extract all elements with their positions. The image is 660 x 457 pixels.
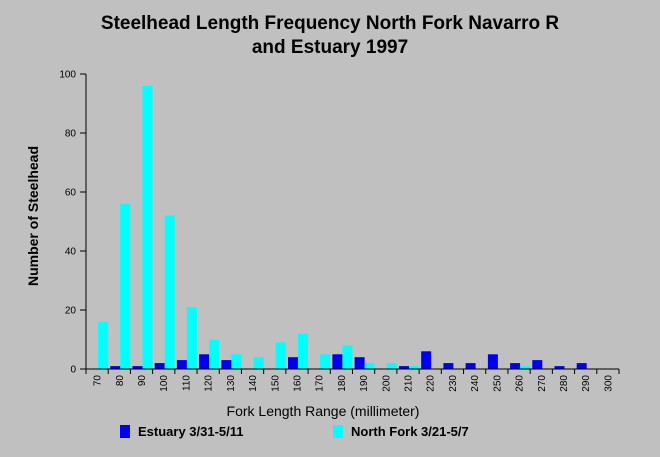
- legend-swatch-estuary: [120, 425, 130, 438]
- bar-north-fork-210: [409, 366, 419, 369]
- bar-estuary-130: [221, 360, 232, 369]
- x-tick-label-300: 300: [603, 375, 614, 392]
- x-axis-title: Fork Length Range (millimeter): [227, 403, 420, 419]
- y-tick-label-80: 80: [65, 129, 77, 140]
- bar-north-fork-100: [164, 215, 175, 369]
- bar-estuary-260: [510, 363, 521, 369]
- x-tick-label-200: 200: [381, 375, 392, 392]
- bar-north-fork-160: [298, 333, 308, 369]
- x-tick-label-290: 290: [581, 375, 592, 392]
- bar-estuary-120: [199, 354, 210, 370]
- plot-area: [86, 74, 619, 369]
- bar-north-fork-170: [320, 354, 331, 370]
- chart-title-line-2: and Estuary 1997: [251, 37, 409, 58]
- x-tick-label-160: 160: [293, 375, 304, 392]
- bar-north-fork-90: [142, 85, 153, 370]
- y-axis: 0 20 40 60 80 100: [59, 70, 87, 376]
- x-tick-label-210: 210: [404, 375, 415, 392]
- legend: Estuary 3/31-5/11 North Fork 3/21-5/7: [0, 424, 660, 444]
- bar-estuary-250: [487, 354, 498, 370]
- chart-title: Steelhead Length Frequency North Fork Na…: [0, 12, 660, 60]
- bar-north-fork-140: [253, 357, 264, 369]
- x-tick-label-90: 90: [137, 375, 148, 387]
- bar-north-fork-150: [275, 342, 286, 369]
- y-tick-label-20: 20: [65, 306, 77, 317]
- x-tick-label-170: 170: [315, 375, 326, 392]
- bar-north-fork-200: [386, 363, 397, 369]
- legend-label-north-fork: North Fork 3/21-5/7: [351, 424, 469, 439]
- bar-estuary-210: [399, 366, 409, 369]
- bar-north-fork-110: [186, 307, 197, 369]
- x-tick-label-250: 250: [492, 375, 503, 392]
- x-tick-label-180: 180: [337, 375, 348, 392]
- x-tick-label-190: 190: [359, 375, 370, 392]
- bar-estuary-240: [465, 363, 476, 369]
- bar-north-fork-190: [364, 363, 375, 369]
- bar-estuary-290: [576, 363, 587, 369]
- bar-estuary-280: [554, 366, 565, 369]
- bar-north-fork-180: [342, 345, 353, 369]
- bar-north-fork-260: [520, 366, 531, 369]
- x-tick-label-230: 230: [448, 375, 459, 392]
- x-tick-label-130: 130: [226, 375, 237, 392]
- legend-label-estuary: Estuary 3/31-5/11: [138, 424, 244, 439]
- x-tick-label-270: 270: [537, 375, 548, 392]
- y-tick-label-60: 60: [65, 188, 77, 199]
- bar-estuary-80: [110, 366, 121, 369]
- bar-estuary-160: [288, 357, 298, 369]
- x-tick-label-150: 150: [270, 375, 281, 392]
- bar-north-fork-120: [209, 339, 220, 369]
- chart-title-line-1: Steelhead Length Frequency North Fork Na…: [100, 13, 560, 34]
- legend-item-north-fork: North Fork 3/21-5/7: [333, 424, 469, 439]
- x-tick-label-140: 140: [248, 375, 259, 392]
- bar-estuary-190: [354, 357, 365, 369]
- bar-north-fork-70: [98, 321, 109, 369]
- x-tick-label-120: 120: [204, 375, 215, 392]
- x-tick-label-100: 100: [159, 375, 170, 392]
- x-tick-label-260: 260: [515, 375, 526, 392]
- x-tick-label-280: 280: [559, 375, 570, 392]
- x-tick-label-110: 110: [181, 375, 192, 391]
- x-axis: 70 80 90 100 110 120 130 140 150 160 170 180 190 200 2…: [85, 368, 620, 392]
- bar-estuary-220: [421, 351, 432, 369]
- y-axis-title: Number of Steelhead: [25, 146, 41, 286]
- x-tick-label-240: 240: [470, 375, 481, 392]
- x-tick-label-220: 220: [426, 375, 437, 392]
- y-tick-label-0: 0: [70, 365, 76, 376]
- bar-estuary-230: [443, 363, 454, 369]
- bar-north-fork-80: [120, 203, 131, 369]
- bars-group: [98, 85, 587, 370]
- bar-estuary-90: [132, 366, 143, 369]
- legend-swatch-north-fork: [333, 425, 343, 438]
- legend-item-estuary: Estuary 3/31-5/11: [120, 424, 244, 439]
- bar-estuary-110: [176, 360, 187, 369]
- x-tick-label-70: 70: [93, 375, 104, 387]
- bar-estuary-180: [332, 354, 343, 370]
- y-tick-label-100: 100: [59, 70, 76, 81]
- y-tick-label-40: 40: [65, 247, 77, 258]
- bar-estuary-270: [532, 360, 543, 369]
- x-tick-label-80: 80: [115, 375, 126, 387]
- bar-estuary-100: [154, 363, 165, 369]
- bar-north-fork-130: [231, 354, 242, 370]
